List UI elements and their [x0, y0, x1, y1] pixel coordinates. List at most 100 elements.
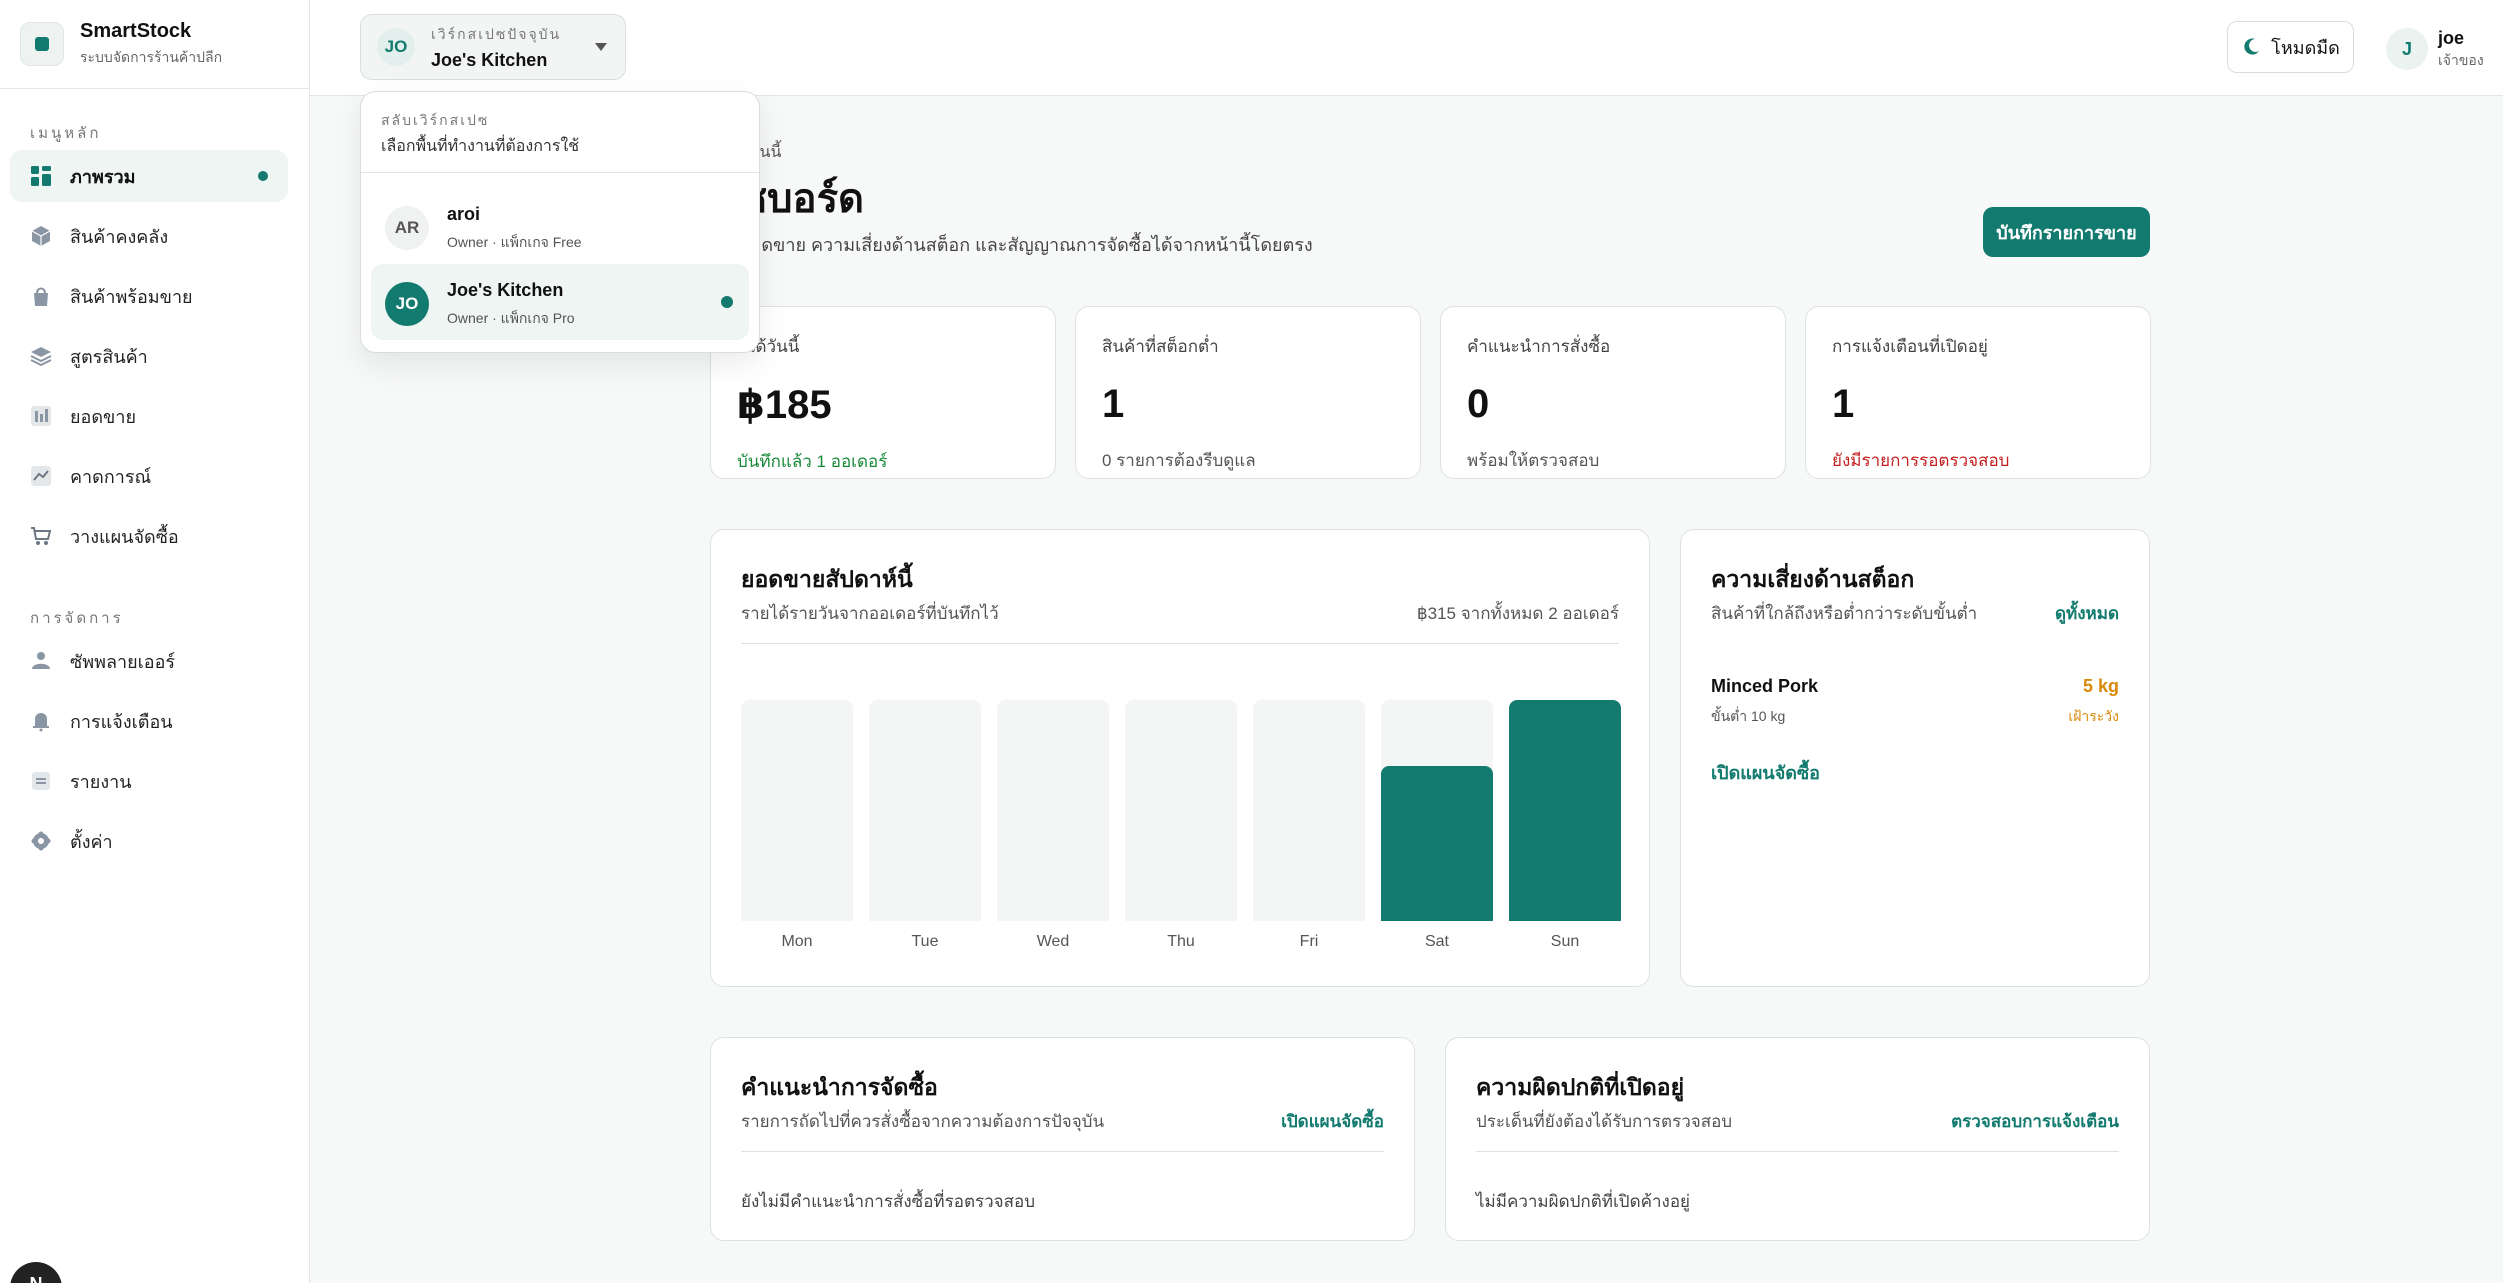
divider [1476, 1151, 2119, 1152]
empty-state: ยังไม่มีคำแนะนำการสั่งซื้อที่รอตรวจสอบ [741, 1192, 1036, 1211]
view-all-link[interactable]: ดูทั้งหมด [2055, 604, 2119, 623]
bottom-avatar[interactable]: N [10, 1262, 62, 1283]
moon-icon [2244, 38, 2260, 55]
purchase-recommendations-panel: คำแนะนำการจัดซื้อ รายการถัดไปที่ควรสั่งซ… [710, 1037, 1415, 1241]
box-icon [30, 225, 52, 247]
workspace-dropdown: สลับเวิร์กสเปซ เลือกพื้นที่ทำงานที่ต้องก… [360, 91, 760, 353]
bar-chart-icon [30, 405, 52, 427]
bar-track-thu [1125, 700, 1237, 921]
stat-label: การแจ้งเตือนที่เปิดอยู่ [1832, 337, 1988, 356]
x-tick-label: Tue [911, 933, 939, 950]
stat-card-purchase-suggestions: คำแนะนำการสั่งซื้อ 0 พร้อมให้ตรวจสอบ [1440, 306, 1786, 479]
sidebar-item-suppliers[interactable]: ซัพพลายเออร์ [10, 635, 288, 687]
brand-subtitle: ระบบจัดการร้านค้าปลีก [80, 48, 223, 65]
workspace-option-role: Owner · แพ็กเกจ Pro [447, 310, 575, 326]
brand[interactable]: SmartStock ระบบจัดการร้านค้าปลีก [0, 0, 309, 89]
divider [741, 643, 1619, 644]
sidebar-item-label: ยอดขาย [70, 406, 137, 427]
sidebar-item-label: รายงาน [70, 771, 132, 792]
workspace-option-aroi[interactable]: AR aroi Owner · แพ็กเกจ Free [371, 188, 749, 264]
sidebar-item-label: ซัพพลายเออร์ [70, 651, 176, 672]
nav-section-main: เมนูหลัก [30, 125, 102, 142]
panel-title: ยอดขายสัปดาห์นี้ [741, 566, 913, 592]
sidebar-item-settings[interactable]: ตั้งค่า [10, 815, 288, 867]
sidebar-item-sales[interactable]: ยอดขาย [10, 390, 288, 442]
workspace-option-joes-kitchen[interactable]: JO Joe's Kitchen Owner · แพ็กเกจ Pro [371, 264, 749, 340]
workspace-avatar: AR [385, 206, 429, 250]
risk-item-state: เฝ้าระวัง [2068, 708, 2119, 724]
nav-section-manage: การจัดการ [30, 610, 124, 627]
check-alerts-link[interactable]: ตรวจสอบการแจ้งเตือน [1951, 1112, 2119, 1131]
stat-note: 0 รายการต้องรีบดูแล [1102, 451, 1256, 470]
sidebar-item-reports[interactable]: รายงาน [10, 755, 288, 807]
workspace-option-name: Joe's Kitchen [447, 280, 564, 300]
sidebar-item-forecast[interactable]: คาดการณ์ [10, 450, 288, 502]
weekly-sales-panel: ยอดขายสัปดาห์นี้ รายได้รายวันจากออเดอร์ท… [710, 529, 1650, 987]
sidebar-item-label: การแจ้งเตือน [70, 711, 173, 732]
sidebar-item-inventory[interactable]: สินค้าคงคลัง [10, 210, 288, 262]
selected-dot [721, 296, 733, 308]
divider [361, 172, 759, 173]
stat-card-open-alerts: การแจ้งเตือนที่เปิดอยู่ 1 ยังมีรายการรอต… [1805, 306, 2151, 479]
workspace-label: เวิร์กสเปซปัจจุบัน [431, 25, 562, 42]
topbar: JO เวิร์กสเปซปัจจุบัน Joe's Kitchen โหมด… [310, 0, 2503, 96]
supplier-icon [30, 650, 52, 672]
active-dot [258, 171, 268, 181]
stock-risk-panel: ความเสี่ยงด้านสต็อก สินค้าที่ใกล้ถึงหรือ… [1680, 529, 2150, 987]
stat-value: 1 [1102, 382, 1125, 426]
panel-subtitle: รายได้รายวันจากออเดอร์ที่บันทึกไว้ [741, 604, 999, 623]
sidebar-item-recipes[interactable]: สูตรสินค้า [10, 330, 288, 382]
workspace-option-name: aroi [447, 204, 481, 224]
dropdown-label: สลับเวิร์กสเปซ [381, 112, 490, 128]
stat-note: พร้อมให้ตรวจสอบ [1467, 451, 1600, 470]
workspace-name: Joe's Kitchen [431, 49, 548, 70]
risk-item-min: ขั้นต่ำ 10 kg [1711, 708, 1786, 724]
user-role: เจ้าของ [2438, 52, 2484, 68]
bar-track-fri [1253, 700, 1365, 921]
sidebar-item-ready-products[interactable]: สินค้าพร้อมขาย [10, 270, 288, 322]
sidebar: SmartStock ระบบจัดการร้านค้าปลีก เมนูหลั… [0, 0, 310, 1283]
sidebar-item-label: สินค้าพร้อมขาย [70, 286, 193, 307]
sidebar-item-label: วางแผนจัดซื้อ [70, 526, 179, 547]
empty-state: ไม่มีความผิดปกติที่เปิดค้างอยู่ [1476, 1192, 1690, 1211]
weekly-sales-summary: ฿315 จากทั้งหมด 2 ออเดอร์ [1416, 604, 1619, 623]
dark-mode-button[interactable]: โหมดมืด [2227, 21, 2354, 73]
sidebar-item-label: ตั้งค่า [70, 831, 113, 852]
x-tick-label: Wed [1036, 933, 1070, 950]
stat-value: ฿185 [737, 383, 832, 427]
bar-track-sun [1509, 700, 1621, 921]
panel-subtitle: สินค้าที่ใกล้ถึงหรือต่ำกว่าระดับขั้นต่ำ [1711, 604, 1978, 623]
bar-sun[interactable] [1509, 700, 1621, 921]
trend-icon [30, 465, 52, 487]
x-tick-label: Mon [781, 933, 813, 950]
panel-title: คำแนะนำการจัดซื้อ [741, 1074, 938, 1100]
report-icon [30, 770, 52, 792]
dropdown-subtitle: เลือกพื้นที่ทำงานที่ต้องการใช้ [381, 138, 580, 155]
user-avatar[interactable]: J [2386, 28, 2428, 70]
bar-track-wed [997, 700, 1109, 921]
chevron-down-icon [595, 43, 607, 51]
stat-note: บันทึกแล้ว 1 ออเดอร์ [737, 452, 888, 471]
bar-track-tue [869, 700, 981, 921]
brand-name: SmartStock [80, 19, 192, 42]
dark-mode-label: โหมดมืด [2271, 37, 2340, 58]
bag-icon [30, 285, 52, 307]
sidebar-item-overview[interactable]: ภาพรวม [10, 150, 288, 202]
workspace-switcher-button[interactable]: JO เวิร์กสเปซปัจจุบัน Joe's Kitchen [360, 14, 626, 80]
bar-track-mon [741, 700, 853, 921]
gear-icon [30, 830, 52, 852]
sidebar-item-label: สูตรสินค้า [70, 346, 148, 367]
bar-sat[interactable] [1381, 766, 1493, 921]
layers-icon [30, 345, 52, 367]
sidebar-item-notifications[interactable]: การแจ้งเตือน [10, 695, 288, 747]
open-purchase-plan-link[interactable]: เปิดแผนจัดซื้อ [1281, 1112, 1384, 1131]
open-purchase-plan-link[interactable]: เปิดแผนจัดซื้อ [1711, 763, 1820, 783]
record-sale-button[interactable]: บันทึกรายการขาย [1983, 207, 2150, 257]
sidebar-item-purchase-planning[interactable]: วางแผนจัดซื้อ [10, 510, 288, 562]
x-tick-label: Fri [1299, 933, 1319, 950]
workspace-option-role: Owner · แพ็กเกจ Free [447, 234, 582, 250]
divider [741, 1151, 1384, 1152]
panel-subtitle: รายการถัดไปที่ควรสั่งซื้อจากความต้องการป… [741, 1112, 1105, 1131]
stat-note: ยังมีรายการรอตรวจสอบ [1832, 451, 2010, 470]
dashboard-icon [30, 165, 52, 187]
